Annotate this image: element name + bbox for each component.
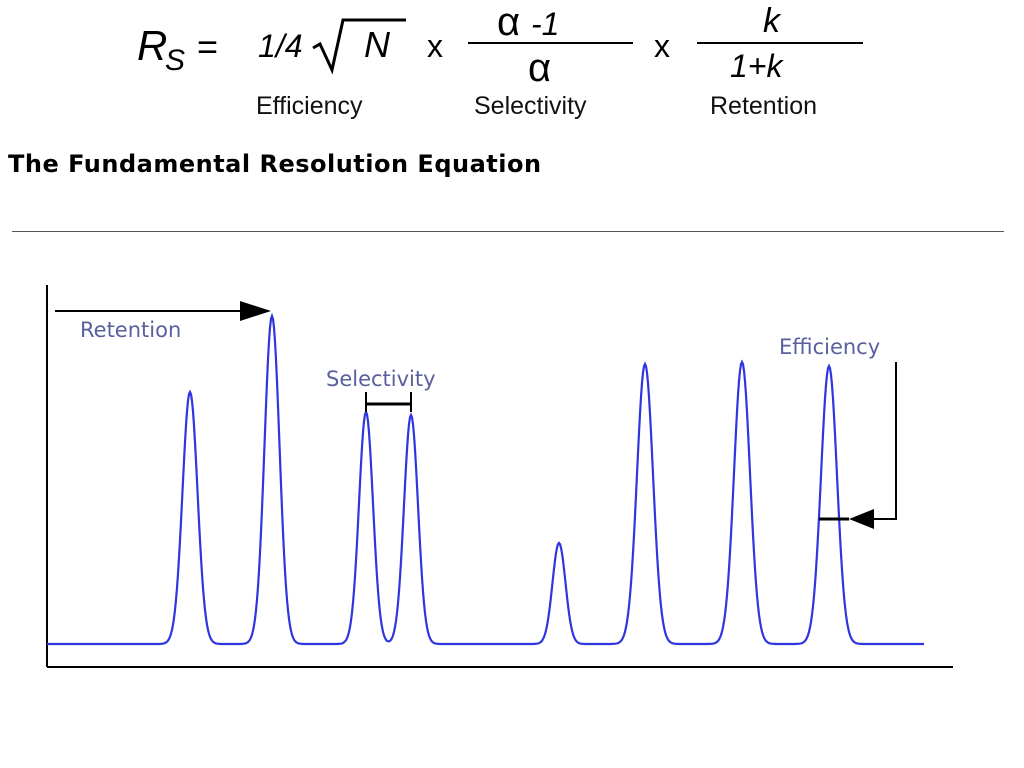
caption-efficiency: Efficiency <box>256 92 363 120</box>
efficiency-label: Efficiency <box>779 335 880 359</box>
eq-frac1-denominator: α <box>528 46 552 90</box>
selectivity-label: Selectivity <box>326 367 436 391</box>
eq-rs-symbol: R <box>137 22 168 69</box>
eq-equals: = <box>197 26 219 67</box>
page-title: The Fundamental Resolution Equation <box>8 150 542 178</box>
eq-frac2-line <box>697 42 863 44</box>
eq-frac2-denominator: 1+k <box>730 48 783 84</box>
eq-frac1-line <box>468 42 633 44</box>
eq-times-1: x <box>427 28 443 64</box>
divider <box>12 231 1004 232</box>
retention-arrow-head <box>240 301 271 321</box>
caption-selectivity: Selectivity <box>474 92 587 120</box>
eq-times-2: x <box>654 28 670 64</box>
eq-n: N <box>364 24 390 65</box>
retention-label: Retention <box>80 318 181 342</box>
chromatogram-trace <box>47 312 924 646</box>
eq-frac1-numerator: α -1 <box>497 0 560 44</box>
efficiency-arrow-head <box>849 509 874 529</box>
efficiency-pointer-line <box>872 362 897 520</box>
eq-coefficient: 1/4 <box>258 28 303 64</box>
eq-frac2-numerator: k <box>763 2 780 40</box>
eq-rs-subscript: S <box>165 44 186 77</box>
caption-retention: Retention <box>710 92 818 120</box>
